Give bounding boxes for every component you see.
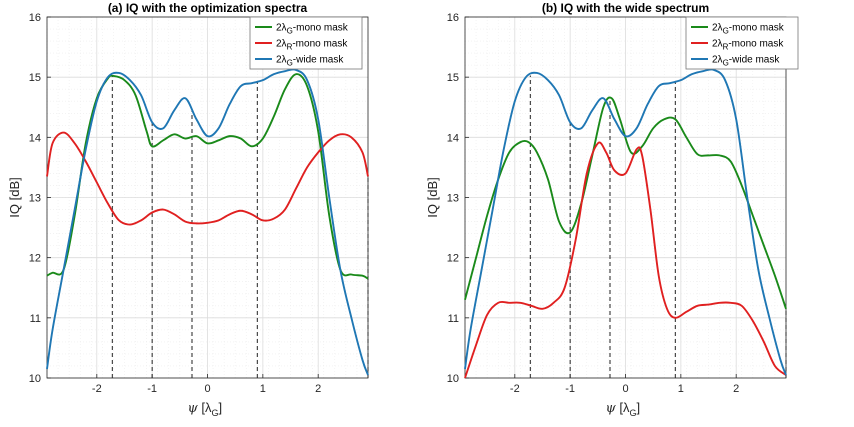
y-tick-label: 16 bbox=[29, 12, 41, 24]
series-line-0 bbox=[464, 96, 787, 310]
x-tick-label: -1 bbox=[147, 383, 157, 395]
legend-suffix: -wide mask bbox=[729, 55, 781, 66]
legend-entry-2: 2λG-wide mask bbox=[276, 55, 344, 68]
legend-box bbox=[685, 16, 799, 70]
y-tick-label: 10 bbox=[447, 373, 459, 385]
chart-title: (a) IQ with the optimization spectra bbox=[108, 1, 308, 15]
y-tick-label: 12 bbox=[447, 253, 459, 265]
series-line-2 bbox=[46, 68, 369, 376]
legend-subscript: R bbox=[287, 43, 293, 52]
chart-title: (b) IQ with the wide spectrum bbox=[542, 1, 709, 15]
legend-subscript: G bbox=[723, 59, 729, 68]
y-axis-label: IQ [dB] bbox=[425, 177, 440, 217]
x-axis-label: ψ [λG] bbox=[606, 400, 641, 418]
x-tick-label: -1 bbox=[565, 383, 575, 395]
legend-prefix: 2λ bbox=[276, 23, 287, 34]
legend-subscript: G bbox=[287, 59, 293, 68]
legend-subscript: G bbox=[287, 27, 293, 36]
y-tick-label: 13 bbox=[29, 193, 41, 205]
legend-entry-2: 2λG-wide mask bbox=[712, 55, 780, 68]
y-tick-label: 16 bbox=[447, 12, 459, 24]
legend-prefix: 2λ bbox=[276, 55, 287, 66]
series-line-1 bbox=[464, 141, 787, 379]
legend-suffix: -mono mask bbox=[729, 23, 785, 34]
x-tick-label: 1 bbox=[678, 383, 684, 395]
y-tick-label: 13 bbox=[447, 193, 459, 205]
x-tick-label: 1 bbox=[260, 383, 266, 395]
x-axis-bracket-open: [ bbox=[198, 400, 206, 415]
legend-suffix: -mono mask bbox=[728, 39, 784, 50]
legend-suffix: -mono mask bbox=[293, 23, 349, 34]
x-axis-symbol: ψ bbox=[606, 401, 617, 416]
legend-entry-1: 2λR-mono mask bbox=[712, 39, 784, 52]
legend-subscript: R bbox=[723, 43, 729, 52]
y-tick-label: 14 bbox=[447, 132, 459, 144]
x-axis-unit-subscript: G bbox=[629, 408, 636, 418]
x-axis-unit-subscript: G bbox=[211, 408, 218, 418]
series-line-2 bbox=[464, 68, 787, 376]
x-tick-label: -2 bbox=[92, 383, 102, 395]
y-tick-label: 15 bbox=[447, 72, 459, 84]
y-tick-label: 11 bbox=[30, 313, 41, 325]
legend-suffix: -wide mask bbox=[293, 55, 345, 66]
x-tick-label: 2 bbox=[733, 383, 739, 395]
x-axis-bracket-close: ] bbox=[218, 400, 222, 415]
x-axis-label: ψ [λG] bbox=[188, 400, 223, 418]
legend-prefix: 2λ bbox=[276, 39, 287, 50]
legend-prefix: 2λ bbox=[712, 23, 723, 34]
legend-entry-1: 2λR-mono mask bbox=[276, 39, 348, 52]
x-tick-label: 0 bbox=[622, 383, 628, 395]
x-axis-unit: λ bbox=[623, 400, 630, 415]
legend-prefix: 2λ bbox=[712, 55, 723, 66]
y-tick-label: 12 bbox=[29, 253, 41, 265]
y-tick-label: 10 bbox=[29, 373, 41, 385]
legend-suffix: -mono mask bbox=[292, 39, 348, 50]
y-tick-label: 14 bbox=[29, 132, 41, 144]
x-tick-label: 2 bbox=[315, 383, 321, 395]
y-tick-label: 11 bbox=[448, 313, 459, 325]
y-tick-label: 15 bbox=[29, 72, 41, 84]
legend-entry-0: 2λG-mono mask bbox=[276, 23, 349, 36]
y-axis-label: IQ [dB] bbox=[7, 177, 22, 217]
x-tick-label: -2 bbox=[510, 383, 520, 395]
legend-entry-0: 2λG-mono mask bbox=[712, 23, 785, 36]
x-axis-bracket-close: ] bbox=[636, 400, 640, 415]
legend-subscript: G bbox=[723, 27, 729, 36]
series-line-1 bbox=[46, 131, 369, 226]
x-axis-unit: λ bbox=[205, 400, 212, 415]
legend-prefix: 2λ bbox=[712, 39, 723, 50]
x-axis-bracket-open: [ bbox=[616, 400, 624, 415]
x-tick-label: 0 bbox=[204, 383, 210, 395]
x-axis-symbol: ψ bbox=[188, 401, 199, 416]
